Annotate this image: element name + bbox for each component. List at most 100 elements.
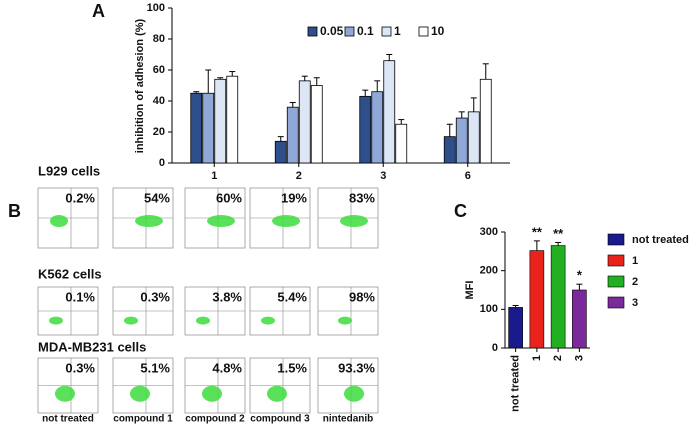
legend-swatch bbox=[307, 26, 318, 37]
bar bbox=[395, 123, 408, 164]
bar bbox=[202, 92, 215, 164]
legend-swatch bbox=[344, 26, 355, 37]
cell-cloud bbox=[124, 316, 138, 325]
cell-cloud bbox=[135, 215, 163, 227]
cell-cloud bbox=[55, 385, 75, 402]
cell-cloud bbox=[196, 316, 210, 325]
x-tick-label: not treated bbox=[510, 355, 522, 412]
y-tick-label: 0 bbox=[492, 342, 498, 354]
x-tick-label: 2 bbox=[552, 355, 564, 361]
x-tick-label: 2 bbox=[296, 170, 302, 182]
cell-cloud bbox=[272, 215, 300, 227]
y-tick-label: 20 bbox=[153, 126, 165, 138]
y-tick-label: 300 bbox=[480, 226, 498, 238]
bar bbox=[550, 245, 566, 349]
percentage: 83% bbox=[349, 190, 375, 205]
legend-label: 0.05 bbox=[320, 24, 344, 38]
bar bbox=[383, 60, 396, 164]
bar bbox=[479, 78, 492, 164]
percentage: 0.1% bbox=[65, 289, 95, 304]
cell-cloud bbox=[202, 385, 222, 402]
percentage: 98% bbox=[349, 289, 375, 304]
percentage: 54% bbox=[144, 190, 170, 205]
legend-swatch bbox=[607, 254, 625, 267]
legend-swatch bbox=[607, 275, 625, 288]
row-label: L929 cells bbox=[38, 163, 100, 178]
bar bbox=[310, 85, 323, 164]
panel-label: A bbox=[92, 1, 105, 21]
legend-label: 2 bbox=[632, 276, 638, 288]
legend-swatch bbox=[381, 26, 392, 37]
cell-cloud bbox=[344, 385, 364, 402]
column-label: compound 2 bbox=[185, 414, 245, 425]
legend-swatch bbox=[418, 26, 429, 37]
legend-label: 1 bbox=[632, 255, 638, 267]
bar bbox=[572, 289, 587, 349]
y-tick-label: 0 bbox=[159, 157, 165, 169]
percentage: 3.8% bbox=[212, 289, 242, 304]
percentage: 0.3% bbox=[65, 360, 95, 375]
significance-mark: ** bbox=[553, 226, 564, 241]
significance-mark: * bbox=[577, 268, 583, 283]
y-axis-label: MFI bbox=[464, 281, 476, 300]
panel-label: C bbox=[454, 201, 467, 221]
x-tick-label: 6 bbox=[465, 170, 471, 182]
legend-swatch bbox=[607, 233, 625, 246]
legend-label: 3 bbox=[632, 297, 638, 309]
legend-label: not treated bbox=[632, 234, 689, 246]
legend-label: 10 bbox=[431, 24, 445, 38]
bar bbox=[467, 111, 480, 164]
bar bbox=[274, 140, 287, 164]
x-tick-label: 1 bbox=[211, 170, 217, 182]
cell-cloud bbox=[49, 316, 63, 325]
percentage: 93.3% bbox=[338, 360, 375, 375]
y-tick-label: 80 bbox=[153, 33, 165, 45]
bar bbox=[455, 117, 468, 164]
y-axis-label: inhibition of adhesion (%) bbox=[134, 18, 146, 153]
column-label: compound 3 bbox=[250, 414, 310, 425]
cell-cloud bbox=[338, 316, 352, 325]
y-tick-label: 40 bbox=[153, 95, 165, 107]
column-label: not treated bbox=[42, 414, 94, 425]
y-tick-label: 200 bbox=[480, 265, 498, 277]
x-tick-label: 3 bbox=[573, 355, 585, 361]
cell-cloud bbox=[340, 215, 368, 227]
cell-cloud bbox=[50, 215, 68, 227]
percentage: 60% bbox=[216, 190, 242, 205]
row-label: MDA-MB231 cells bbox=[38, 339, 146, 354]
panel-label: B bbox=[8, 201, 21, 221]
bar bbox=[214, 78, 227, 164]
column-label: nintedanib bbox=[323, 414, 374, 425]
percentage: 0.3% bbox=[140, 289, 170, 304]
percentage: 19% bbox=[281, 190, 307, 205]
cell-cloud bbox=[267, 385, 287, 402]
bar bbox=[371, 91, 384, 164]
bar bbox=[359, 95, 372, 164]
percentage: 0.2% bbox=[65, 190, 95, 205]
percentage: 5.4% bbox=[277, 289, 307, 304]
percentage: 4.8% bbox=[212, 360, 242, 375]
x-tick-label: 3 bbox=[380, 170, 386, 182]
y-tick-label: 100 bbox=[480, 303, 498, 315]
legend-label: 1 bbox=[394, 24, 401, 38]
cell-cloud bbox=[261, 316, 275, 325]
bar bbox=[190, 92, 203, 164]
cell-cloud bbox=[207, 215, 235, 227]
bar bbox=[226, 75, 239, 164]
bar bbox=[508, 307, 523, 349]
column-label: compound 1 bbox=[113, 414, 173, 425]
y-tick-label: 100 bbox=[147, 2, 165, 14]
x-tick-label: 1 bbox=[531, 355, 543, 361]
bar bbox=[298, 80, 311, 164]
bar bbox=[443, 136, 456, 164]
row-label: K562 cells bbox=[38, 266, 102, 281]
significance-mark: ** bbox=[532, 224, 543, 239]
percentage: 5.1% bbox=[140, 360, 170, 375]
legend-label: 0.1 bbox=[357, 24, 374, 38]
bar bbox=[286, 106, 299, 164]
bar bbox=[529, 250, 545, 349]
cell-cloud bbox=[130, 385, 150, 402]
percentage: 1.5% bbox=[277, 360, 307, 375]
y-tick-label: 60 bbox=[153, 64, 165, 76]
